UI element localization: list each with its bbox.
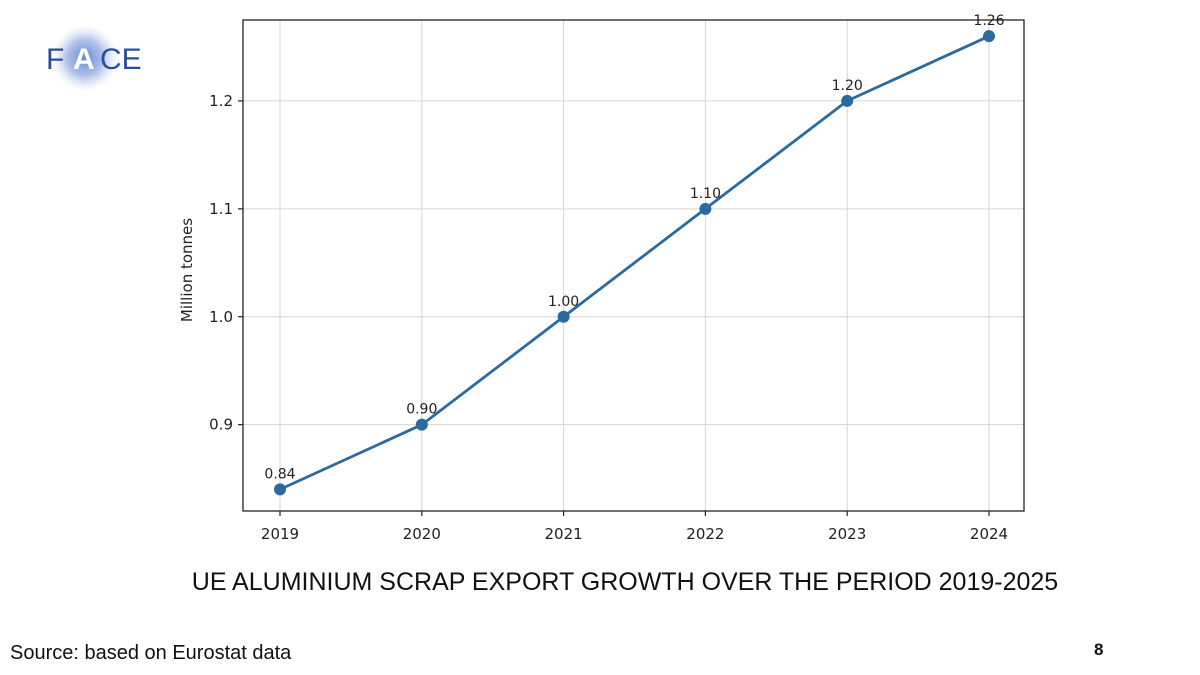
x-tick-label-2019: 2019 [261, 525, 299, 543]
data-point-2020 [415, 418, 428, 431]
x-axis-ticks: 2019 2020 2021 2022 2023 2024 [261, 511, 1008, 543]
x-tick-label-2022: 2022 [686, 525, 724, 543]
data-label-2024: 1.26 [973, 13, 1004, 29]
x-tick-label-2024: 2024 [970, 525, 1008, 543]
y-tick-label-1: 1.0 [209, 308, 233, 326]
face-logo: F A CE [46, 25, 142, 91]
chart-caption: UE ALUMINIUM SCRAP EXPORT GROWTH OVER TH… [191, 568, 1059, 596]
page-number: 8 [1094, 640, 1104, 659]
logo-globe [52, 25, 118, 91]
y-axis-label: Million tonnes [178, 218, 196, 322]
data-label-2020: 0.90 [406, 402, 437, 418]
y-tick-label-2: 1.1 [209, 200, 233, 218]
x-tick-label-2021: 2021 [545, 525, 583, 543]
data-point-2024 [983, 30, 995, 43]
source-note: Source: based on Eurostat data [10, 642, 292, 664]
data-label-2021: 1.00 [548, 294, 579, 310]
line-chart: 0.9 1.0 1.1 1.2 2019 2020 2021 2022 2023 2024 Mi… [178, 13, 1025, 543]
y-tick-label-3: 1.2 [209, 92, 233, 110]
plot-frame [242, 19, 1025, 512]
logo-letter-f: F [46, 43, 64, 76]
data-points [274, 30, 995, 496]
y-tick-label-0: 0.9 [209, 416, 233, 434]
x-tick-label-2020: 2020 [403, 525, 441, 543]
x-tick-label-2023: 2023 [828, 525, 866, 543]
data-point-2022 [699, 202, 712, 215]
logo-letters-ce: CE [100, 43, 142, 76]
y-axis-ticks: 0.9 1.0 1.1 1.2 [209, 92, 243, 434]
logo-letter-a: A [73, 43, 95, 76]
data-label-2022: 1.10 [690, 186, 721, 202]
data-point-2023 [841, 94, 854, 107]
data-labels: 0.84 0.90 1.00 1.10 1.20 1.26 [264, 13, 1004, 482]
data-point-2021 [557, 310, 570, 323]
data-label-2019: 0.84 [264, 466, 295, 482]
data-point-2019 [274, 483, 286, 496]
data-label-2023: 1.20 [832, 78, 863, 94]
chart-grid [243, 20, 1024, 511]
series-line [279, 34, 990, 491]
